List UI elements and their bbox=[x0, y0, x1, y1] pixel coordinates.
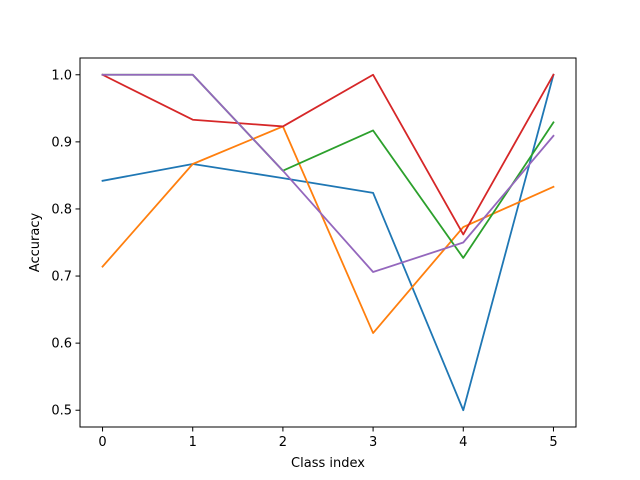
x-axis: 0 1 2 3 4 5 bbox=[98, 427, 558, 450]
x-axis-label: Class index bbox=[291, 456, 365, 471]
series-line-5 bbox=[101, 73, 555, 273]
x-tick-label: 1 bbox=[189, 435, 197, 450]
y-tick-label: 1.0 bbox=[51, 68, 72, 83]
x-tick-label: 4 bbox=[459, 435, 467, 450]
y-tick-label: 0.5 bbox=[51, 404, 72, 419]
series-line-4 bbox=[101, 73, 555, 236]
y-tick-label: 0.6 bbox=[51, 337, 72, 352]
y-axis-label: Accuracy bbox=[28, 213, 43, 273]
series-line-1 bbox=[101, 73, 555, 412]
series-line-2 bbox=[101, 125, 555, 334]
series-layer bbox=[101, 73, 555, 412]
y-tick-label: 0.7 bbox=[51, 270, 72, 285]
x-tick-label: 5 bbox=[549, 435, 557, 450]
plot-frame bbox=[79, 57, 577, 428]
y-tick-label: 0.9 bbox=[51, 135, 72, 150]
y-axis: 0.5 0.6 0.7 0.8 0.9 1.0 bbox=[51, 68, 80, 419]
y-tick-label: 0.8 bbox=[51, 202, 72, 217]
x-tick-label: 0 bbox=[98, 435, 106, 450]
x-tick-label: 3 bbox=[369, 435, 377, 450]
x-tick-label: 2 bbox=[279, 435, 287, 450]
